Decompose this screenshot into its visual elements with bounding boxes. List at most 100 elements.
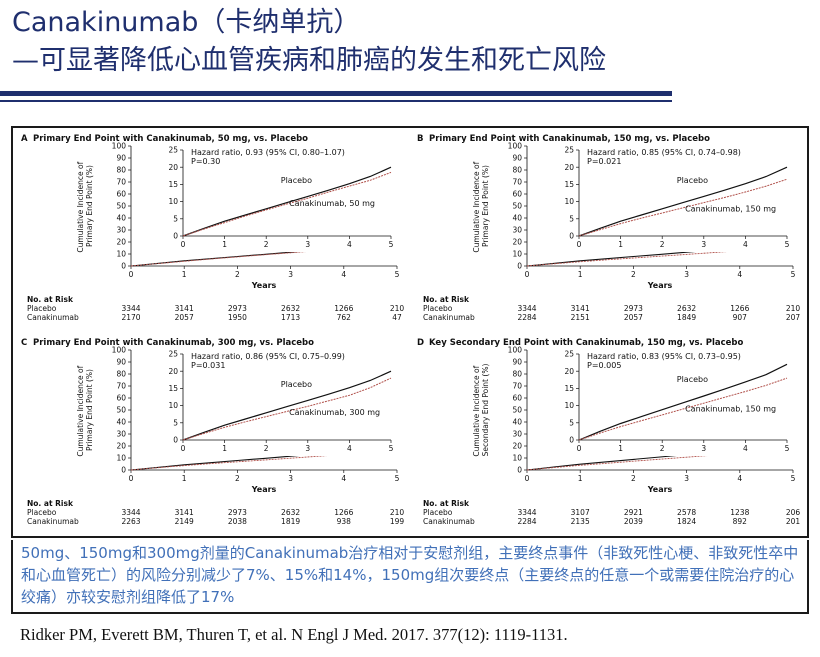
y-axis-label: Cumulative Incidence of Primary End Poin… — [76, 363, 94, 456]
risk-table-cell: 2921 — [624, 508, 643, 517]
risk-table-cell: 2057 — [624, 313, 643, 322]
inset-y-tick-label: 5 — [569, 214, 574, 223]
y-tick-label: 10 — [512, 454, 522, 463]
x-tick-label: 1 — [578, 270, 583, 279]
inset-x-tick-label: 1 — [222, 444, 227, 453]
y-tick-label: 30 — [116, 226, 126, 235]
hazard-ratio: Hazard ratio, 0.86 (95% CI, 0.75–0.99) — [191, 352, 345, 361]
risk-table-cell: 1950 — [228, 313, 247, 322]
y-tick-label: 40 — [116, 418, 126, 427]
chart-svg: C Primary End Point with Canakinumab, 300… — [21, 338, 405, 526]
inset-y-tick-label: 20 — [564, 163, 574, 172]
x-tick-label: 1 — [578, 474, 583, 483]
y-tick-label: 90 — [512, 154, 522, 163]
risk-table-cell: 2263 — [121, 517, 140, 526]
risk-table-cell: 907 — [733, 313, 748, 322]
y-tick-label: 90 — [116, 154, 126, 163]
x-tick-label: 5 — [791, 474, 796, 483]
inset-x-tick-label: 1 — [618, 444, 623, 453]
inset-x-tick-label: 4 — [347, 444, 352, 453]
inset-y-tick-label: 20 — [564, 367, 574, 376]
y-axis-label-line: Cumulative Incidence of — [76, 363, 85, 456]
y-tick-label: 30 — [512, 226, 522, 235]
inset-y-tick-label: 20 — [168, 163, 178, 172]
y-tick-label: 20 — [116, 238, 126, 247]
x-axis-label: Years — [251, 281, 277, 290]
y-tick-label: 0 — [121, 466, 126, 475]
risk-table-header: No. at Risk — [27, 499, 74, 508]
y-tick-label: 80 — [512, 370, 522, 379]
series-label-canakinumab: Canakinumab, 150 mg — [685, 404, 776, 413]
y-tick-label: 70 — [116, 382, 126, 391]
chart-panel-letter: C — [21, 338, 27, 348]
risk-table-cell: 2632 — [677, 304, 696, 313]
inset-series-line-placebo — [578, 363, 788, 441]
inset-y-tick-label: 15 — [564, 384, 574, 393]
y-tick-label: 10 — [116, 250, 126, 259]
risk-table-cell: 3344 — [517, 508, 536, 517]
risk-table-row-label: Canakinumab — [423, 313, 475, 322]
slide-subtitle: —可显著降低心血管疾病和肺癌的发生和死亡风险 — [12, 45, 606, 76]
y-tick-label: 60 — [512, 394, 522, 403]
risk-table-row-label: Canakinumab — [27, 517, 79, 526]
hazard-ratio: Hazard ratio, 0.93 (95% CI, 0.80–1.07) — [191, 148, 345, 157]
inset-y-tick-label: 15 — [168, 180, 178, 189]
series-label-placebo: Placebo — [281, 176, 312, 185]
y-tick-label: 70 — [116, 178, 126, 187]
x-tick-label: 2 — [235, 474, 240, 483]
x-tick-label: 4 — [341, 270, 346, 279]
risk-table-cell: 207 — [786, 313, 801, 322]
inset-x-tick-label: 5 — [389, 240, 394, 249]
x-tick-label: 1 — [182, 270, 187, 279]
risk-table-cell: 210 — [390, 304, 405, 313]
risk-table-cell: 1819 — [281, 517, 300, 526]
risk-table-cell: 1266 — [730, 304, 749, 313]
y-tick-label: 50 — [512, 202, 522, 211]
y-tick-label: 10 — [512, 250, 522, 259]
inset-y-tick-label: 0 — [569, 232, 574, 241]
x-tick-label: 4 — [341, 474, 346, 483]
citation: Ridker PM, Everett BM, Thuren T, et al. … — [20, 625, 568, 644]
x-tick-label: 2 — [631, 474, 636, 483]
risk-table-cell: 199 — [390, 517, 405, 526]
chart-panel-letter: B — [417, 134, 423, 144]
inset-x-tick-label: 5 — [785, 240, 790, 249]
risk-table-cell: 1266 — [334, 304, 353, 313]
risk-table-row-label: Canakinumab — [27, 313, 79, 322]
km-chart-c: C Primary End Point with Canakinumab, 300… — [19, 336, 407, 536]
x-tick-label: 3 — [684, 474, 689, 483]
inset-y-tick-label: 10 — [564, 401, 574, 410]
risk-table-cell: 3141 — [175, 508, 194, 517]
x-tick-label: 1 — [182, 474, 187, 483]
risk-table-cell: 2151 — [571, 313, 590, 322]
inset-background — [161, 348, 399, 456]
risk-table-cell: 206 — [786, 508, 801, 517]
inset-x-tick-label: 3 — [701, 444, 706, 453]
x-tick-label: 0 — [129, 270, 134, 279]
chart-title: Primary End Point with Canakinumab, 300 … — [33, 338, 314, 348]
chart-panel-letter: A — [21, 134, 28, 144]
hazard-ratio: Hazard ratio, 0.83 (95% CI, 0.73–0.95) — [587, 352, 741, 361]
y-axis-label-line: Primary End Point (%) — [481, 165, 490, 247]
y-tick-label: 70 — [512, 178, 522, 187]
inset-x-tick-label: 0 — [577, 444, 582, 453]
y-tick-label: 40 — [116, 214, 126, 223]
chart-title: Key Secondary End Point with Canakinumab… — [429, 338, 744, 348]
risk-table-row-label: Placebo — [27, 304, 57, 313]
y-axis-label-line: Cumulative Incidence of — [76, 159, 85, 252]
x-axis-label: Years — [647, 281, 673, 290]
y-tick-label: 20 — [512, 442, 522, 451]
slide-title: Canakinumab（卡纳单抗） — [12, 7, 361, 38]
y-tick-label: 100 — [508, 346, 523, 355]
hazard-ratio: Hazard ratio, 0.85 (95% CI, 0.74–0.98) — [587, 148, 741, 157]
risk-table-row-label: Placebo — [27, 508, 57, 517]
series-label-placebo: Placebo — [281, 380, 312, 389]
inset-y-tick-label: 25 — [564, 146, 574, 155]
series-label-canakinumab: Canakinumab, 300 mg — [289, 408, 380, 417]
series-label-canakinumab: Canakinumab, 150 mg — [685, 204, 776, 213]
risk-table-cell: 1266 — [334, 508, 353, 517]
risk-table-cell: 2149 — [175, 517, 194, 526]
y-tick-label: 0 — [517, 262, 522, 271]
inset-y-tick-label: 25 — [168, 350, 178, 359]
inset-series-line-canakinumab — [182, 171, 392, 237]
